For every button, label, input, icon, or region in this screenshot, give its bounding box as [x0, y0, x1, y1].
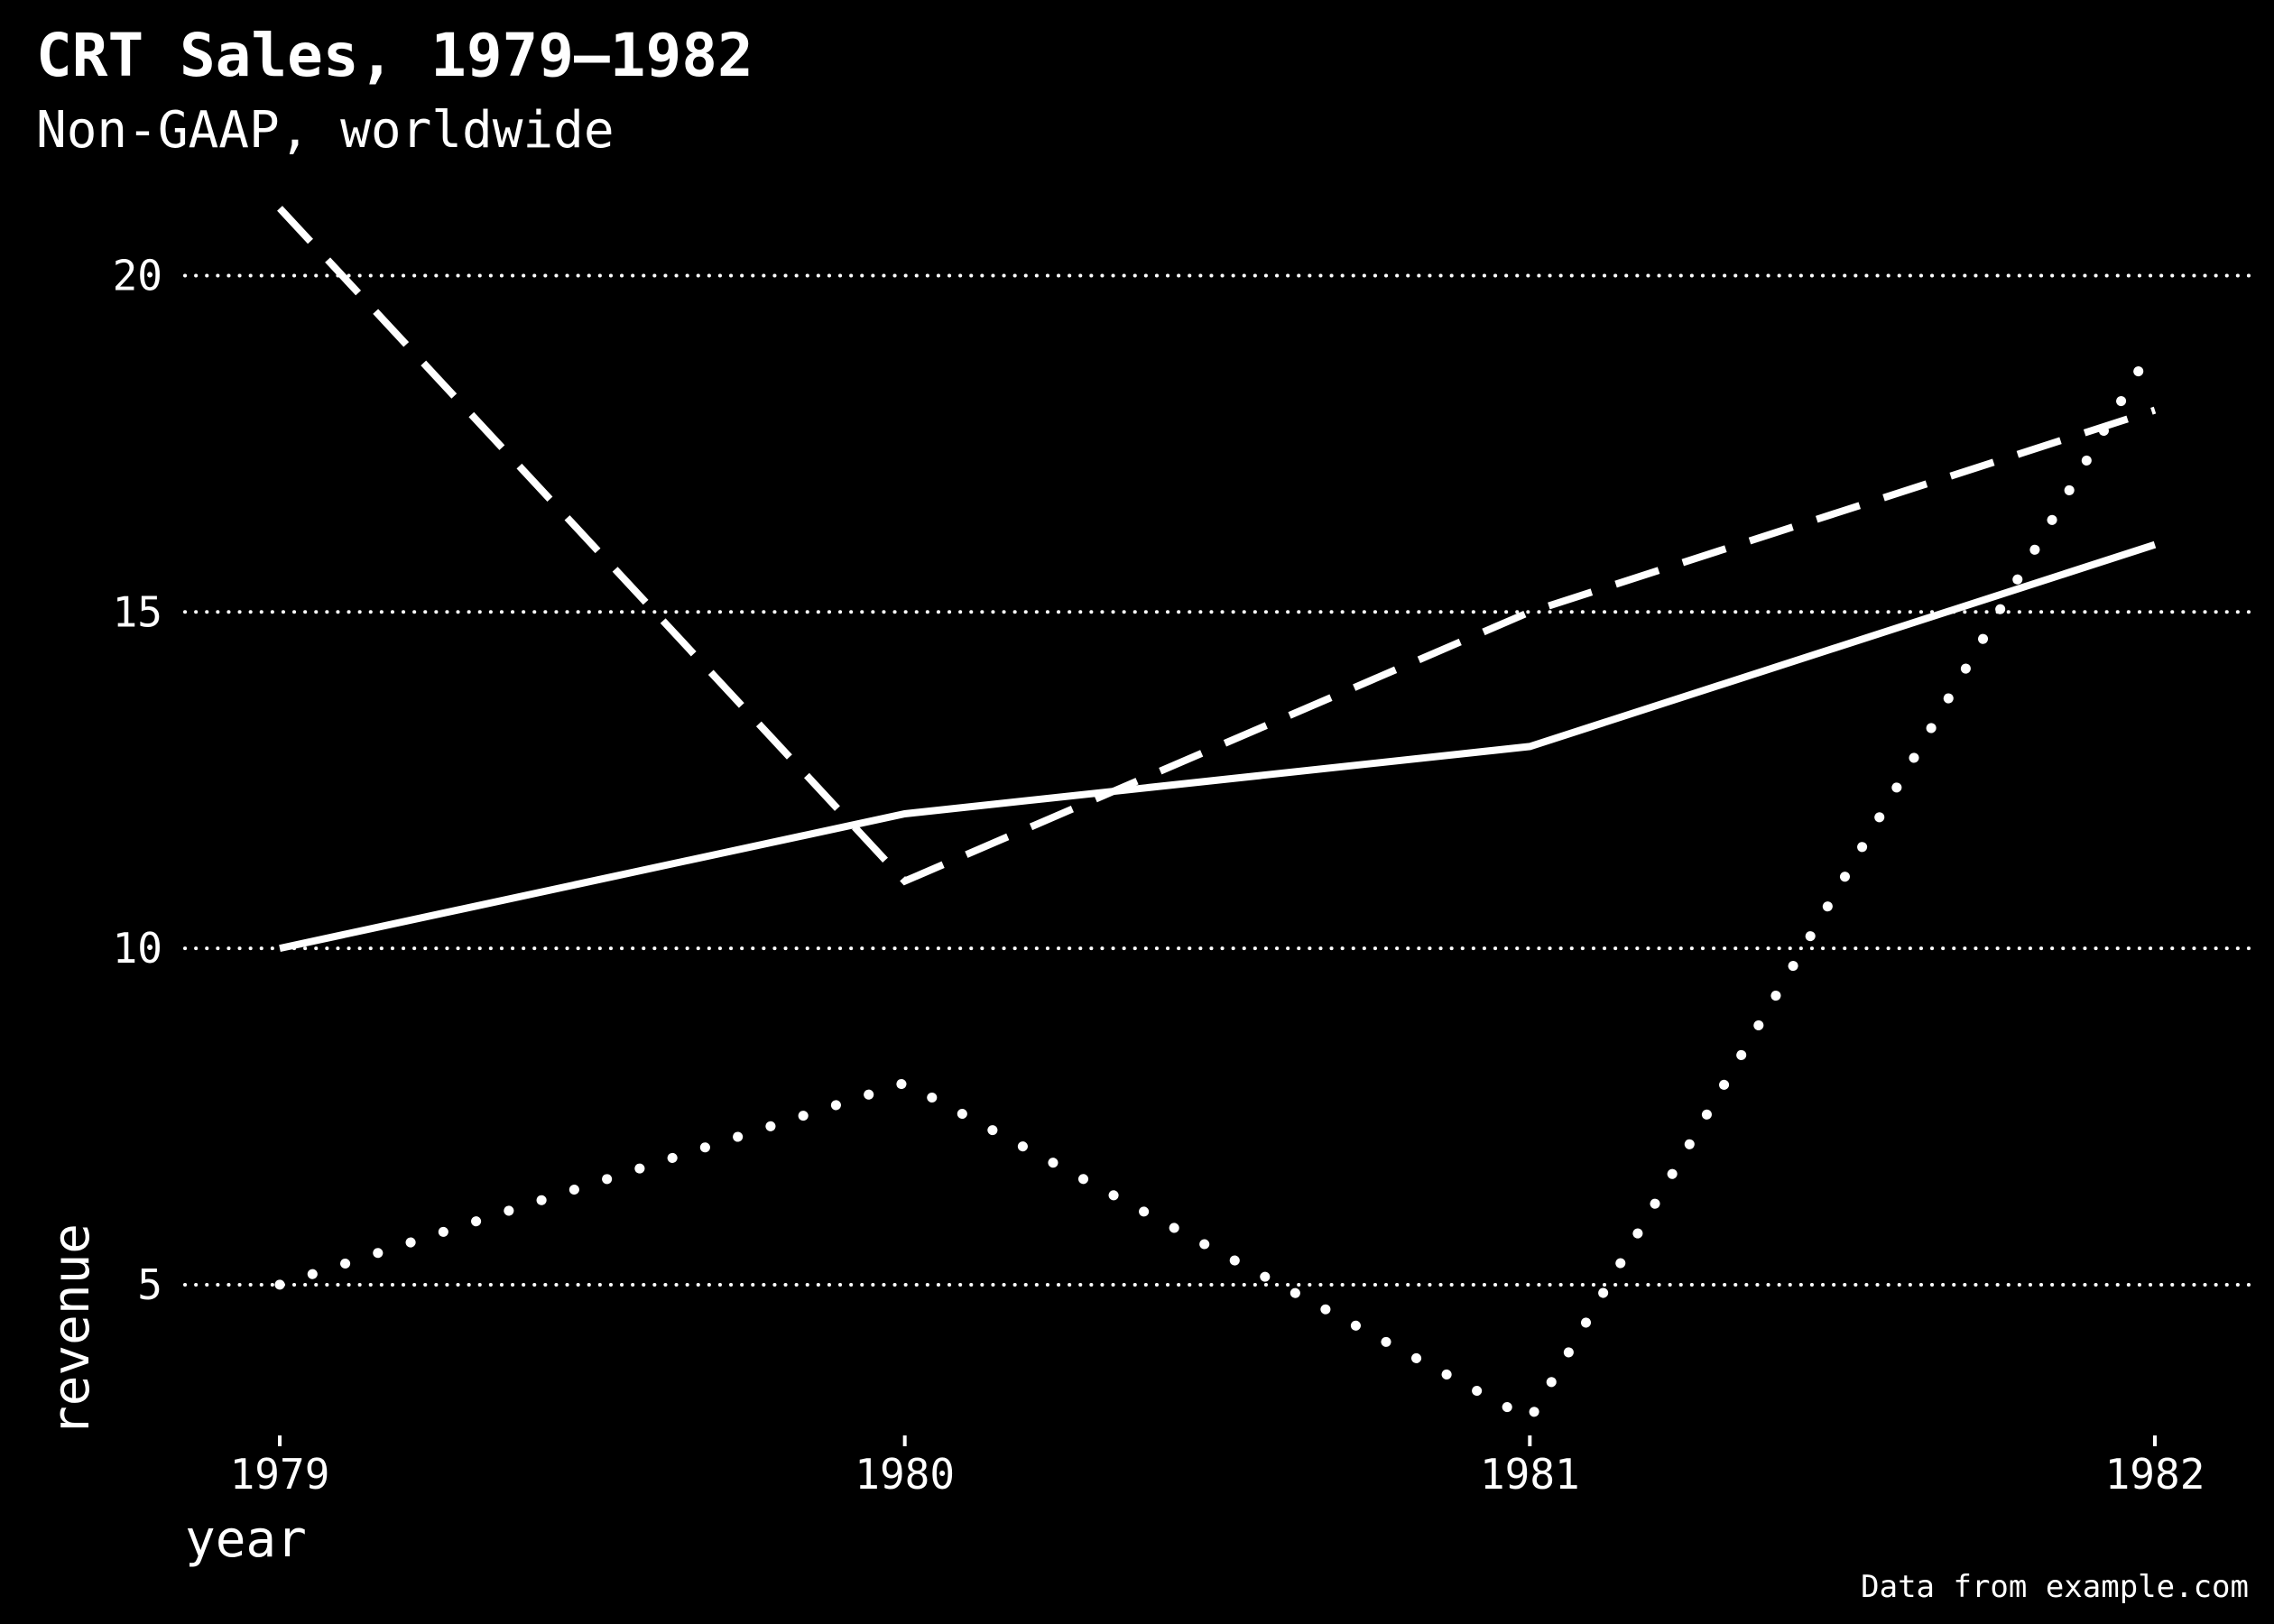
chart-caption: Data from example.com	[1861, 1569, 2249, 1605]
series-lines	[274, 206, 2160, 1426]
y-axis-label: revenue	[42, 1223, 101, 1436]
x-tick-label-1980: 1980	[855, 1450, 955, 1499]
y-tick-label-10: 10	[113, 924, 162, 973]
chart-title: CRT Sales, 1979–1982	[36, 21, 753, 90]
y-tick-label-15: 15	[113, 587, 162, 636]
x-axis-label: year	[185, 1510, 307, 1569]
x-axis-ticks: 1979 1980 1981 1982	[230, 1435, 2205, 1499]
y-tick-label-5: 5	[137, 1260, 162, 1309]
x-tick-label-1981: 1981	[1480, 1450, 1580, 1499]
x-tick-label-1979: 1979	[230, 1450, 330, 1499]
x-tick-label-1982: 1982	[2105, 1450, 2205, 1499]
series-line-dotted	[274, 337, 2160, 1426]
chart-subtitle: Non-GAAP, worldwide	[36, 101, 615, 160]
series-line-dashed	[277, 206, 2157, 886]
y-axis-ticks: 5 10 15 20	[113, 251, 162, 1308]
y-tick-label-20: 20	[113, 251, 162, 300]
series-line-solid	[279, 540, 2157, 953]
